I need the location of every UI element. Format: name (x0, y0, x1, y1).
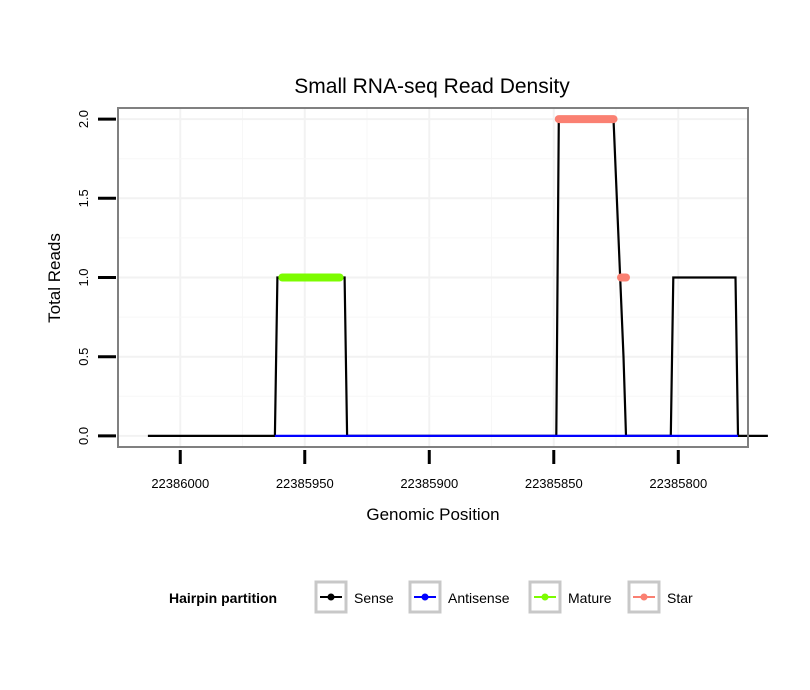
y-tick-label: 1.0 (76, 268, 91, 286)
legend-point-sense (327, 593, 335, 601)
y-tick-label: 2.0 (76, 110, 91, 128)
y-tick-label: 0.5 (76, 348, 91, 366)
y-tick-label: 0.0 (76, 427, 91, 445)
legend: Hairpin partition Sense Antisense Mature St… (169, 580, 693, 614)
legend-point-mature (541, 593, 549, 601)
legend-title: Hairpin partition (169, 590, 277, 606)
x-tick-label: 22385850 (525, 476, 583, 491)
legend-label-sense: Sense (354, 590, 394, 606)
grid (118, 108, 748, 447)
y-axis: 0.0 0.5 1.0 1.5 2.0 (76, 110, 116, 445)
x-axis-title: Genomic Position (366, 505, 499, 524)
legend-label-star: Star (667, 590, 693, 606)
legend-point-star (640, 593, 648, 601)
x-axis: 22386000 22385950 22385900 22385850 22385800 (151, 450, 707, 491)
y-tick-label: 1.5 (76, 189, 91, 207)
chart-title: Small RNA-seq Read Density (294, 75, 570, 98)
legend-label-mature: Mature (568, 590, 612, 606)
series-layer (147, 115, 768, 437)
y-axis-title: Total Reads (45, 233, 64, 323)
x-tick-label: 22385900 (400, 476, 458, 491)
legend-label-antisense: Antisense (448, 590, 510, 606)
plot-panel-border (117, 107, 749, 448)
legend-point-antisense (421, 593, 429, 601)
x-tick-label: 22385950 (276, 476, 334, 491)
x-tick-label: 22386000 (151, 476, 209, 491)
x-tick-label: 22385800 (649, 476, 707, 491)
